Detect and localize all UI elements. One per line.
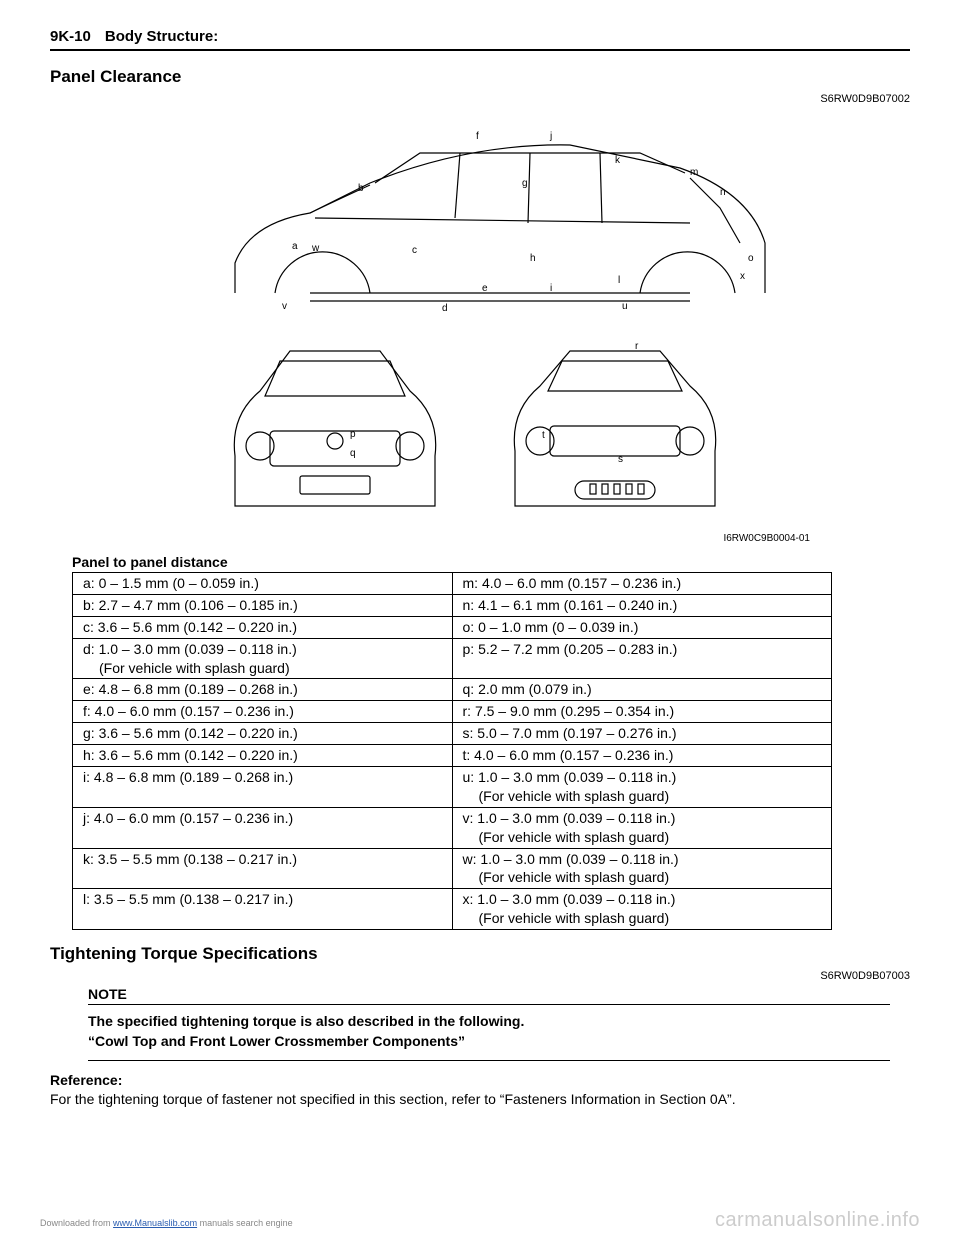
diagram-label: f	[476, 131, 479, 142]
diagram-label: o	[748, 253, 754, 264]
torque-code: S6RW0D9B07003	[50, 970, 910, 982]
page-footer: Downloaded from www.Manualslib.com manua…	[40, 1209, 920, 1232]
table-cell: m: 4.0 – 6.0 mm (0.157 – 0.236 in.)	[452, 573, 832, 595]
diagram-label: e	[482, 283, 488, 294]
diagram-label: p	[350, 429, 356, 440]
diagram-label: a	[292, 241, 298, 252]
diagram-label: t	[542, 430, 545, 441]
diagram-label: k	[615, 155, 620, 166]
footer-text: Downloaded from	[40, 1218, 113, 1228]
diagram-label: i	[550, 283, 552, 294]
table-cell: f: 4.0 – 6.0 mm (0.157 – 0.236 in.)	[73, 701, 453, 723]
page-section: Body Structure:	[105, 28, 218, 45]
diagram-id: I6RW0C9B0004-01	[50, 533, 910, 544]
reference-text: For the tightening torque of fastener no…	[50, 1090, 910, 1110]
table-cell: x: 1.0 – 3.0 mm (0.039 – 0.118 in.)(For …	[452, 889, 832, 930]
table-cell: t: 4.0 – 6.0 mm (0.157 – 0.236 in.)	[452, 745, 832, 767]
table-cell: j: 4.0 – 6.0 mm (0.157 – 0.236 in.)	[73, 807, 453, 848]
table-cell: r: 7.5 – 9.0 mm (0.295 – 0.354 in.)	[452, 701, 832, 723]
note-head: NOTE	[88, 986, 890, 1005]
table-cell: w: 1.0 – 3.0 mm (0.039 – 0.118 in.)(For …	[452, 848, 832, 889]
torque-title: Tightening Torque Specifications	[50, 944, 910, 964]
table-cell: q: 2.0 mm (0.079 in.)	[452, 679, 832, 701]
footer-link[interactable]: www.Manualslib.com	[113, 1218, 197, 1228]
diagram-label: d	[442, 303, 448, 314]
table-cell: n: 4.1 – 6.1 mm (0.161 – 0.240 in.)	[452, 594, 832, 616]
diagram-label: b	[358, 183, 364, 194]
diagram-label: w	[312, 243, 319, 254]
diagram-label: g	[522, 178, 528, 189]
panel-clearance-diagram: a b c d e f g h i j k l m n o u v w x	[170, 111, 790, 531]
diagram-label: q	[350, 448, 356, 459]
table-cell: s: 5.0 – 7.0 mm (0.197 – 0.276 in.)	[452, 723, 832, 745]
table-cell: u: 1.0 – 3.0 mm (0.039 – 0.118 in.)(For …	[452, 767, 832, 808]
note-line: The specified tightening torque is also …	[88, 1011, 890, 1031]
panel-clearance-table: a: 0 – 1.5 mm (0 – 0.059 in.)m: 4.0 – 6.…	[72, 572, 832, 930]
table-cell: d: 1.0 – 3.0 mm (0.039 – 0.118 in.)(For …	[73, 638, 453, 679]
footer-text: manuals search engine	[197, 1218, 293, 1228]
table-cell: k: 3.5 – 5.5 mm (0.138 – 0.217 in.)	[73, 848, 453, 889]
diagram-label: h	[530, 253, 536, 264]
reference-code: S6RW0D9B07002	[50, 93, 910, 105]
note-line: “Cowl Top and Front Lower Crossmember Co…	[88, 1031, 890, 1051]
diagram-label: n	[720, 187, 726, 198]
diagram-label: v	[282, 301, 287, 312]
diagram-label: l	[618, 275, 620, 286]
reference-head: Reference:	[50, 1071, 910, 1091]
diagram-label: s	[618, 454, 623, 465]
table-cell: e: 4.8 – 6.8 mm (0.189 – 0.268 in.)	[73, 679, 453, 701]
table-cell: l: 3.5 – 5.5 mm (0.138 – 0.217 in.)	[73, 889, 453, 930]
table-cell: i: 4.8 – 6.8 mm (0.189 – 0.268 in.)	[73, 767, 453, 808]
table-cell: p: 5.2 – 7.2 mm (0.205 – 0.283 in.)	[452, 638, 832, 679]
table-cell: v: 1.0 – 3.0 mm (0.039 – 0.118 in.)(For …	[452, 807, 832, 848]
table-cell: o: 0 – 1.0 mm (0 – 0.039 in.)	[452, 616, 832, 638]
diagram-label: r	[635, 341, 638, 352]
table-cell: a: 0 – 1.5 mm (0 – 0.059 in.)	[73, 573, 453, 595]
diagram-label: m	[690, 167, 698, 178]
page-code: 9K-10	[50, 28, 91, 45]
diagram-label: x	[740, 271, 745, 282]
table-cell: b: 2.7 – 4.7 mm (0.106 – 0.185 in.)	[73, 594, 453, 616]
table-cell: h: 3.6 – 5.6 mm (0.142 – 0.220 in.)	[73, 745, 453, 767]
table-title: Panel to panel distance	[72, 554, 910, 570]
diagram-label: c	[412, 245, 417, 256]
page-header: 9K-10 Body Structure:	[50, 28, 910, 51]
section-title: Panel Clearance	[50, 67, 910, 87]
diagram-label: j	[550, 131, 552, 142]
footer-brand: carmanualsonline.info	[715, 1209, 920, 1232]
table-cell: g: 3.6 – 5.6 mm (0.142 – 0.220 in.)	[73, 723, 453, 745]
note-block: NOTE The specified tightening torque is …	[88, 986, 890, 1061]
table-cell: c: 3.6 – 5.6 mm (0.142 – 0.220 in.)	[73, 616, 453, 638]
diagram-label: u	[622, 301, 628, 312]
